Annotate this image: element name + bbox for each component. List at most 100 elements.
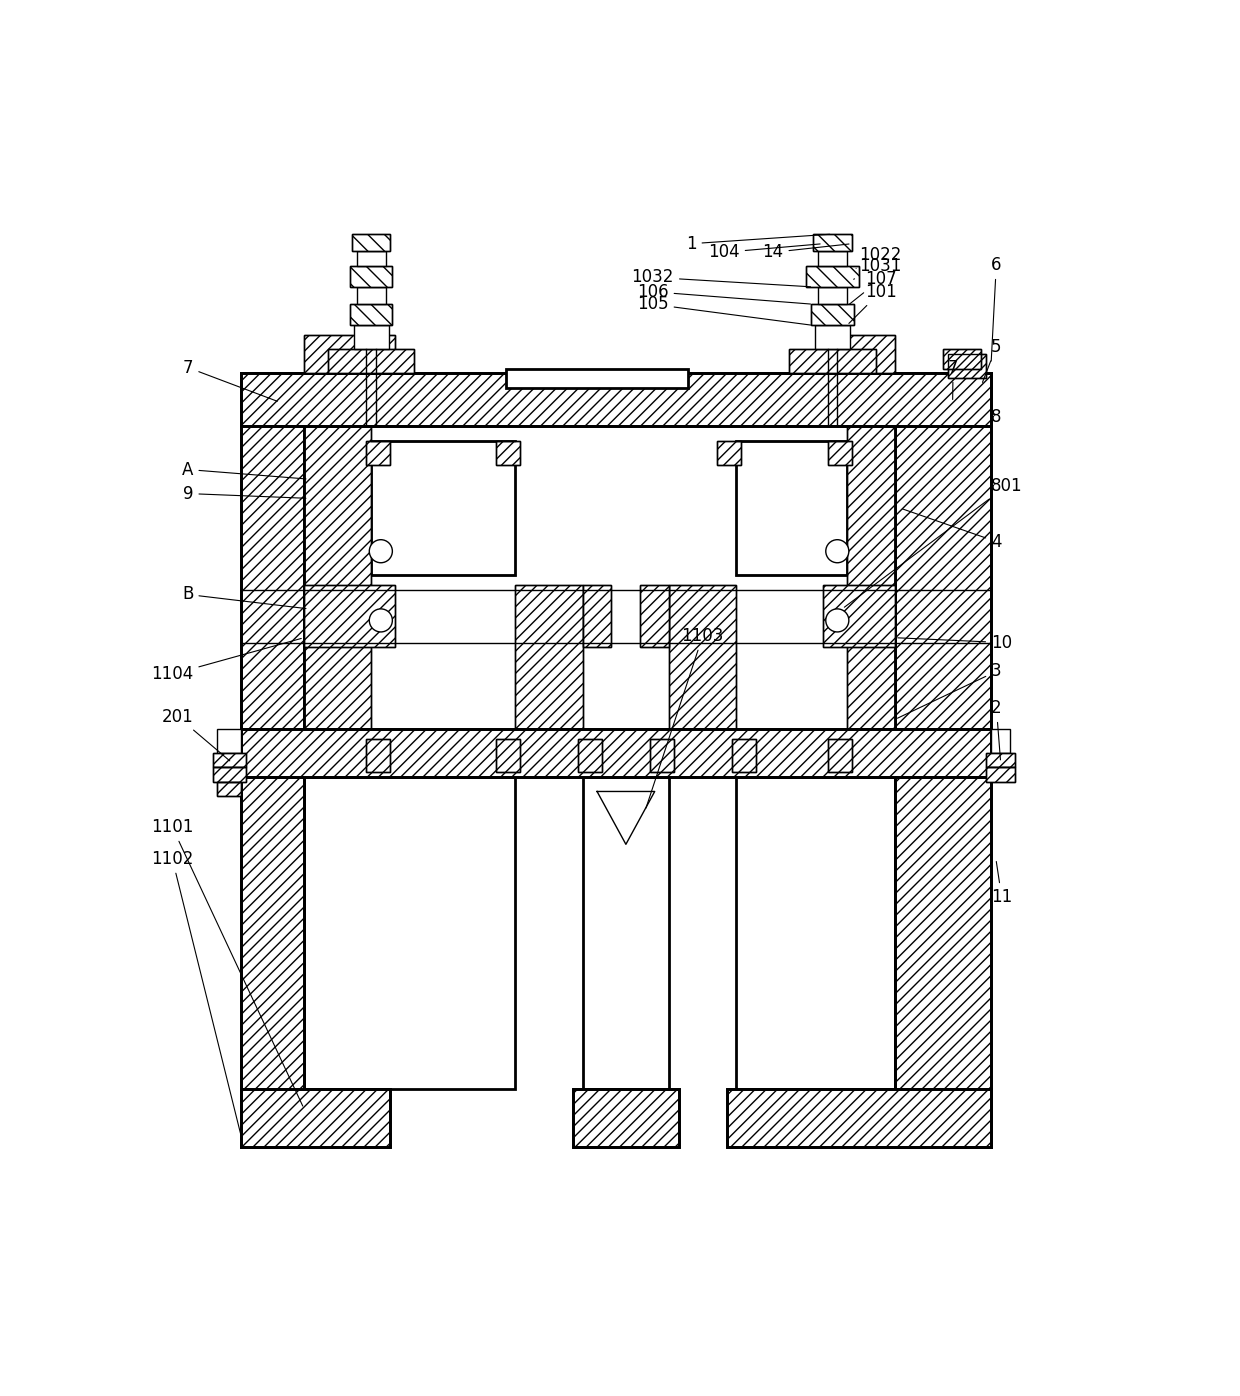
- Bar: [350, 304, 392, 325]
- Bar: [640, 585, 670, 648]
- Bar: [350, 265, 392, 288]
- Bar: [242, 1089, 391, 1148]
- Text: 4: 4: [903, 510, 1002, 550]
- Bar: [583, 585, 611, 648]
- Bar: [357, 251, 386, 265]
- Bar: [737, 778, 895, 1089]
- Text: B: B: [182, 585, 306, 609]
- Text: 1102: 1102: [151, 850, 241, 1135]
- Text: 14: 14: [763, 243, 849, 261]
- Bar: [828, 738, 852, 772]
- Bar: [506, 369, 688, 388]
- Bar: [327, 349, 414, 374]
- Bar: [818, 251, 847, 265]
- Bar: [986, 768, 1016, 782]
- Bar: [367, 738, 391, 772]
- Text: 801: 801: [844, 477, 1023, 607]
- Bar: [823, 585, 895, 648]
- Circle shape: [826, 609, 849, 632]
- Bar: [367, 738, 391, 772]
- Bar: [573, 1089, 678, 1148]
- Bar: [213, 752, 247, 768]
- Text: 7: 7: [184, 359, 278, 401]
- Circle shape: [370, 540, 392, 563]
- Bar: [789, 349, 875, 374]
- Text: A: A: [182, 461, 306, 479]
- Bar: [217, 729, 242, 752]
- Bar: [717, 441, 742, 465]
- Circle shape: [370, 609, 392, 632]
- Bar: [947, 355, 986, 378]
- Text: 105: 105: [637, 295, 811, 325]
- Bar: [947, 355, 986, 378]
- Bar: [650, 738, 675, 772]
- Bar: [213, 768, 247, 782]
- Text: 1101: 1101: [151, 818, 303, 1106]
- Bar: [217, 782, 242, 796]
- Bar: [304, 778, 516, 1089]
- Bar: [942, 349, 982, 369]
- Bar: [737, 441, 847, 575]
- Bar: [986, 752, 1016, 768]
- Bar: [670, 585, 737, 729]
- Bar: [242, 374, 991, 426]
- Text: 107: 107: [849, 271, 897, 304]
- Text: 7: 7: [947, 359, 959, 399]
- Text: 5: 5: [982, 338, 1002, 383]
- Bar: [640, 585, 670, 648]
- Bar: [717, 441, 742, 465]
- Bar: [847, 426, 895, 729]
- Bar: [789, 349, 875, 374]
- Circle shape: [826, 540, 849, 563]
- Bar: [573, 1089, 678, 1148]
- Bar: [217, 782, 242, 796]
- Bar: [516, 585, 583, 729]
- Text: 106: 106: [637, 283, 811, 304]
- Bar: [304, 585, 396, 648]
- Bar: [806, 265, 859, 288]
- Bar: [242, 729, 991, 778]
- Bar: [732, 738, 755, 772]
- Bar: [242, 374, 991, 426]
- Bar: [818, 288, 847, 304]
- Bar: [327, 349, 414, 374]
- Bar: [895, 374, 991, 1148]
- Bar: [242, 729, 991, 778]
- Bar: [823, 335, 895, 374]
- Bar: [942, 349, 982, 369]
- Bar: [304, 426, 371, 729]
- Bar: [496, 441, 521, 465]
- Bar: [304, 426, 371, 729]
- Text: 104: 104: [708, 243, 820, 261]
- Text: 11: 11: [991, 861, 1012, 906]
- Bar: [727, 1089, 991, 1148]
- Bar: [670, 585, 737, 729]
- Bar: [304, 335, 396, 374]
- Text: 6: 6: [991, 255, 1002, 362]
- Bar: [895, 374, 991, 1148]
- Text: 1: 1: [686, 235, 830, 253]
- Bar: [828, 738, 852, 772]
- Bar: [304, 335, 396, 374]
- Bar: [353, 325, 388, 349]
- Bar: [242, 374, 304, 1148]
- Bar: [304, 585, 396, 648]
- Text: 1032: 1032: [631, 268, 811, 286]
- Text: 10: 10: [898, 634, 1012, 652]
- Text: 8: 8: [991, 408, 1002, 426]
- Text: 3: 3: [898, 662, 1002, 718]
- Bar: [806, 265, 859, 288]
- Bar: [496, 738, 521, 772]
- Bar: [650, 738, 675, 772]
- Bar: [583, 585, 611, 648]
- Bar: [986, 752, 1016, 768]
- Bar: [823, 585, 895, 648]
- Text: 1022: 1022: [856, 246, 901, 268]
- Bar: [350, 304, 392, 325]
- Text: 1031: 1031: [853, 257, 901, 279]
- Bar: [213, 768, 247, 782]
- Bar: [578, 738, 601, 772]
- Bar: [727, 1089, 991, 1148]
- Bar: [496, 441, 521, 465]
- Bar: [991, 729, 1011, 752]
